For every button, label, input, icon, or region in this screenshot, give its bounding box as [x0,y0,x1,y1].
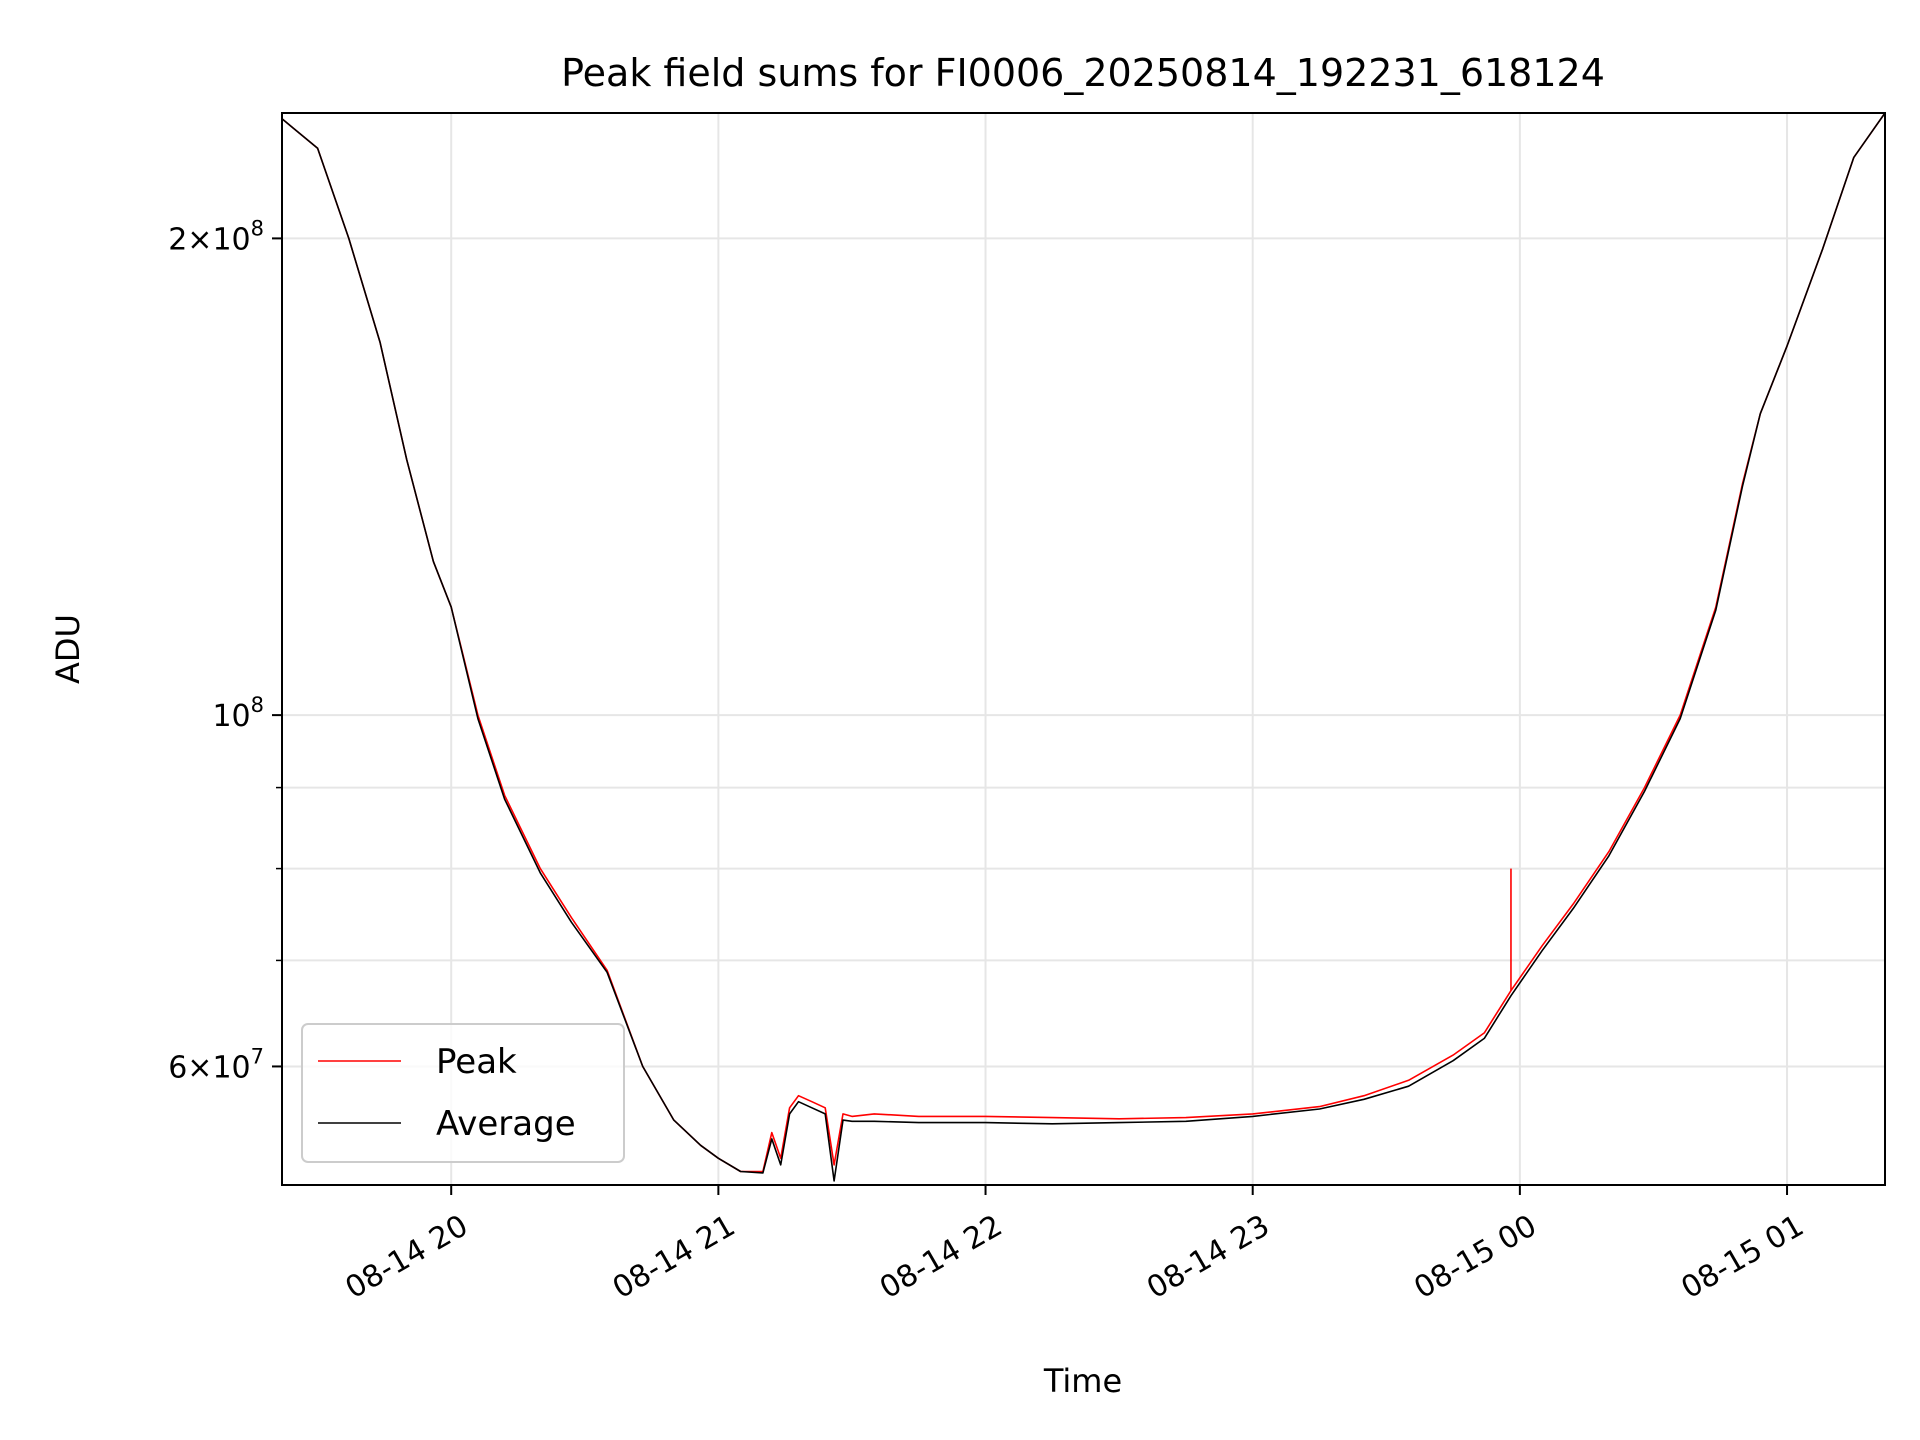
series-line-peak [281,112,1886,1173]
series-lines [281,112,1886,1182]
y-tick-label: 6×107 [168,1044,264,1085]
y-axis-label: ADU [49,614,87,684]
chart-title: Peak field sums for FI0006_20250814_1922… [561,51,1605,95]
series-line-average [281,112,1886,1182]
legend-box [301,1023,625,1163]
y-tick-label: 2×108 [168,216,264,257]
y-tick-label: 108 [212,693,264,734]
legend-peak-label: Peak [436,1042,517,1082]
legend: Peak Average [301,1023,625,1163]
plot-frame [281,112,1886,1186]
grid-lines [282,113,1885,1185]
x-axis-label: Time [1043,1362,1122,1400]
legend-average-label: Average [436,1104,576,1144]
